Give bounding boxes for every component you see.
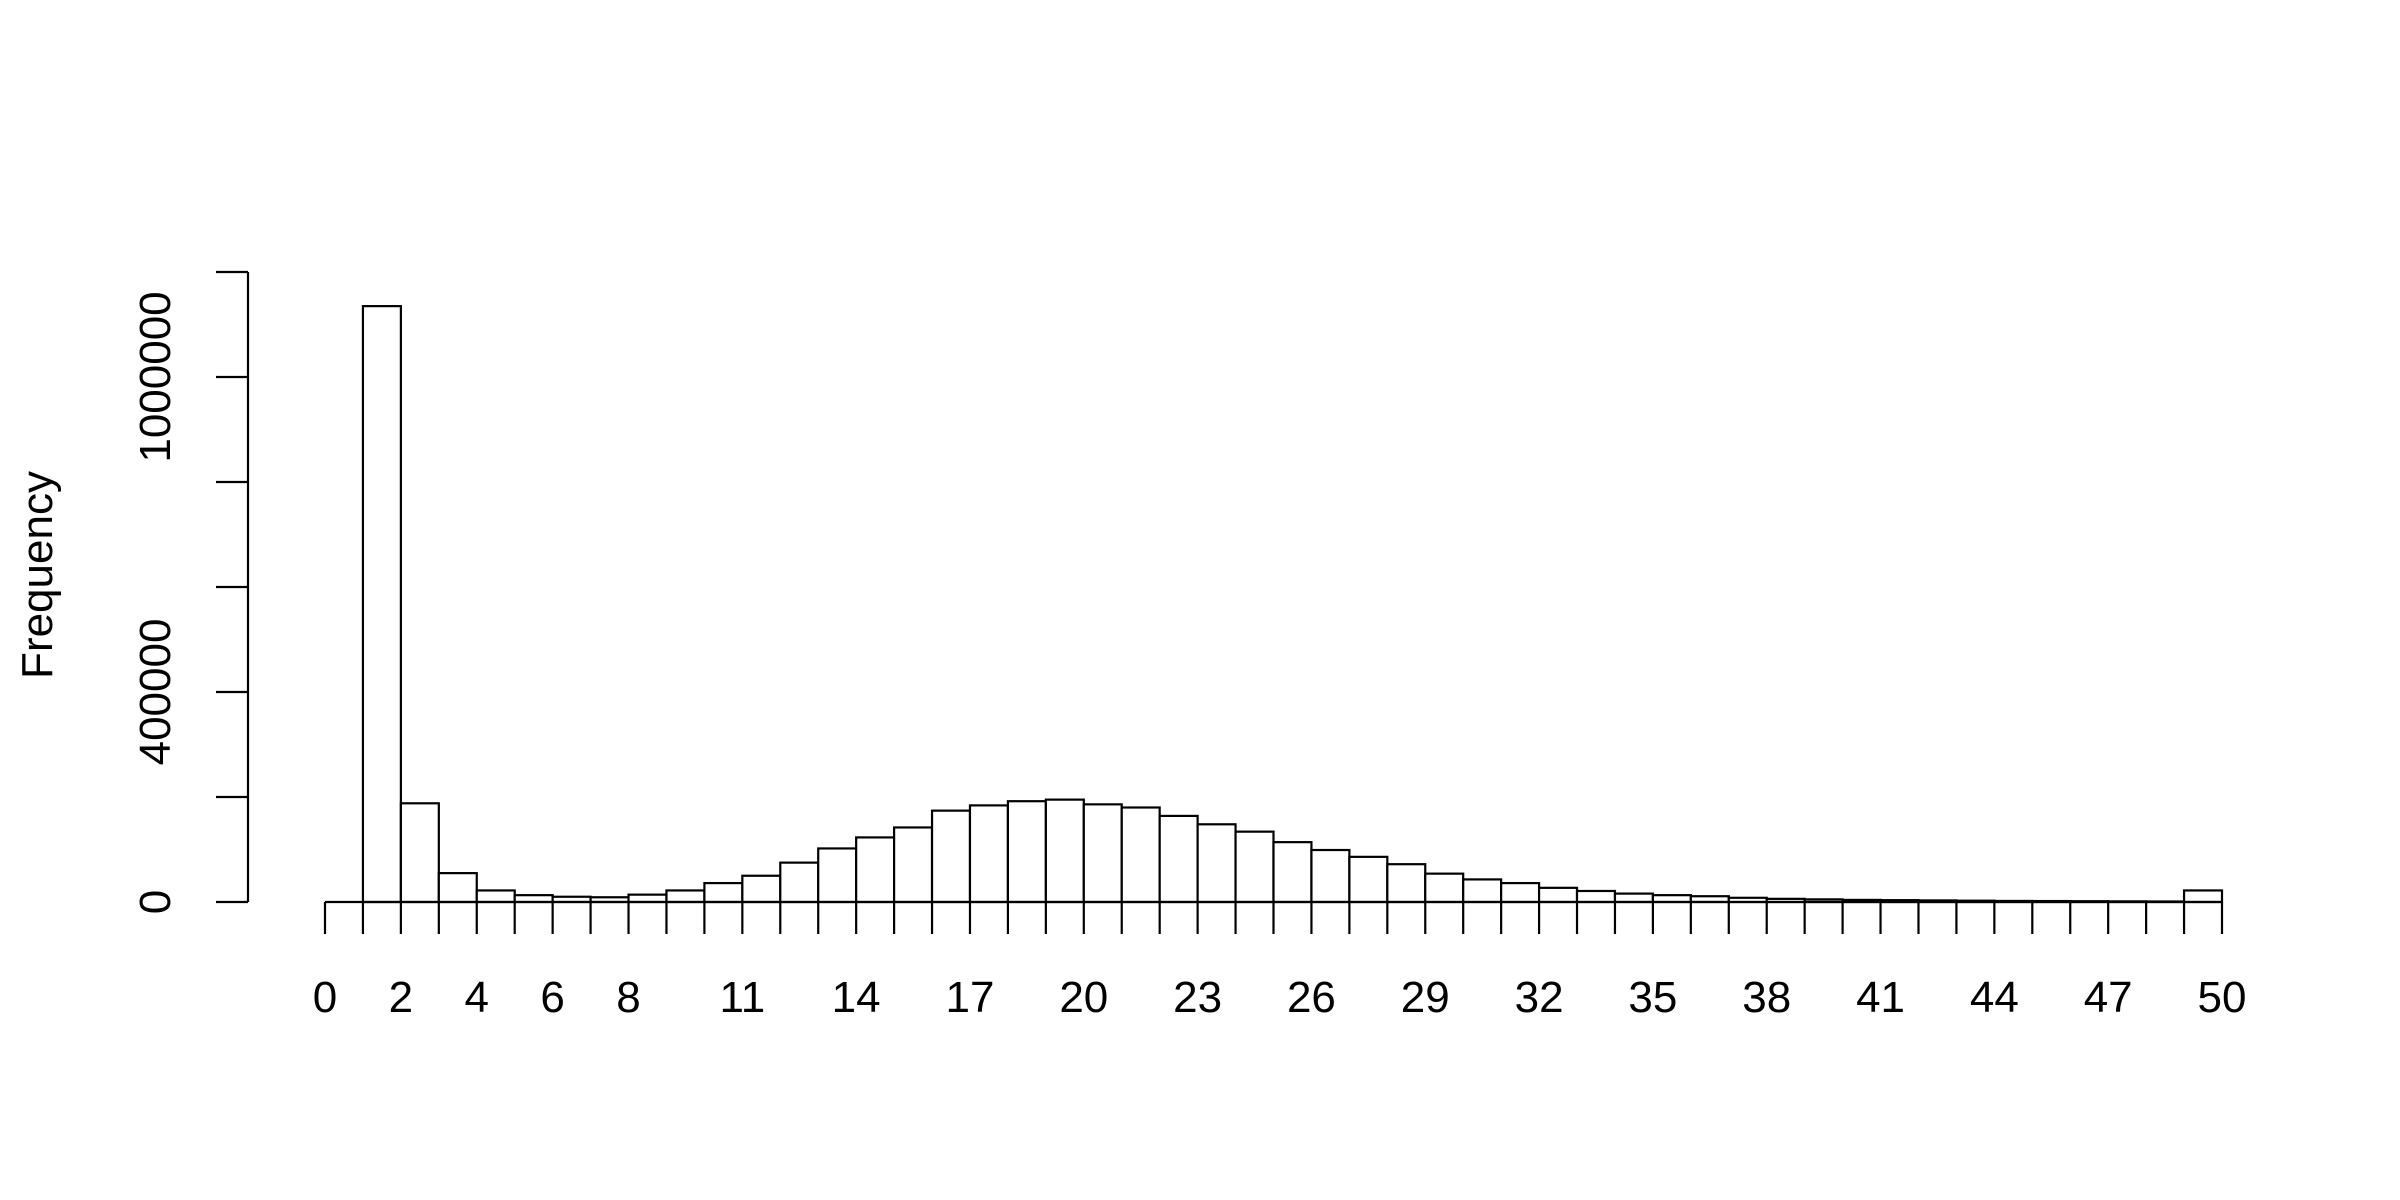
x-tick-label: 23 (1173, 973, 1222, 1022)
x-tick-label: 32 (1515, 973, 1564, 1022)
histogram-bar (1537, 886, 1579, 904)
histogram-bar (1044, 798, 1085, 904)
histogram-bar (1272, 841, 1313, 904)
histogram-bar (1348, 855, 1389, 904)
histogram-bar (817, 847, 858, 904)
x-axis: 0 2 4 6 8 11 14 17 20 23 26 29 32 35 38 41 44 47 50 (313, 900, 2247, 1022)
x-tick-label: 11 (719, 973, 765, 1022)
histogram-bar (1500, 881, 1541, 904)
x-tick-label: 35 (1628, 973, 1677, 1022)
y-axis-title: Frequency (13, 471, 62, 679)
histogram-bar (1310, 848, 1351, 904)
histogram-bar (1613, 892, 1654, 904)
x-tick-label: 44 (1970, 973, 2019, 1022)
histogram-bar (1158, 814, 1199, 904)
x-tick-label: 41 (1856, 973, 1905, 1022)
x-tick-label: 20 (1059, 973, 1108, 1022)
histogram-bar (703, 881, 744, 904)
histogram-bar (1196, 823, 1237, 904)
x-tick-label: 26 (1287, 973, 1336, 1022)
histogram-bar (1120, 806, 1161, 904)
histogram-bar (1234, 830, 1275, 904)
histogram-bar (1386, 863, 1427, 904)
y-tick-label: 0 (131, 890, 180, 914)
x-tick-label: 4 (465, 973, 489, 1022)
histogram-bar (437, 872, 478, 904)
y-axis: 0 400000 1000000 (131, 270, 250, 914)
histogram-bar (968, 804, 1010, 904)
x-tick-label: 47 (2084, 973, 2133, 1022)
x-tick-label: 38 (1742, 973, 1791, 1022)
histogram-bar (1575, 889, 1617, 904)
x-tick-label: 17 (946, 973, 995, 1022)
x-tick-label: 6 (540, 973, 564, 1022)
histogram-bar (399, 802, 440, 904)
histogram-bar (855, 836, 896, 904)
histogram-bar (1082, 803, 1123, 904)
histogram-bar (665, 889, 706, 904)
y-tick-label: 400000 (131, 619, 180, 766)
histogram-bar (741, 874, 782, 904)
x-tick-label: 0 (313, 973, 337, 1022)
histogram-bar (627, 893, 668, 904)
histogram-bar (1462, 878, 1503, 904)
histogram-bar (892, 826, 934, 904)
histogram-bar (779, 861, 820, 904)
histogram-bar (475, 889, 516, 904)
histogram-bar (361, 305, 402, 904)
x-tick-label: 14 (832, 973, 881, 1022)
histogram-bar (2182, 889, 2224, 904)
x-tick-label: 50 (2198, 973, 2247, 1022)
x-tick-label: 2 (389, 973, 413, 1022)
x-tick-label: 8 (616, 973, 640, 1022)
bars-group (361, 305, 2224, 904)
y-tick-label: 1000000 (131, 291, 180, 462)
histogram-bar (1006, 800, 1047, 904)
histogram-bar (930, 809, 972, 904)
x-tick-label: 29 (1401, 973, 1450, 1022)
histogram-bar (1424, 872, 1465, 904)
